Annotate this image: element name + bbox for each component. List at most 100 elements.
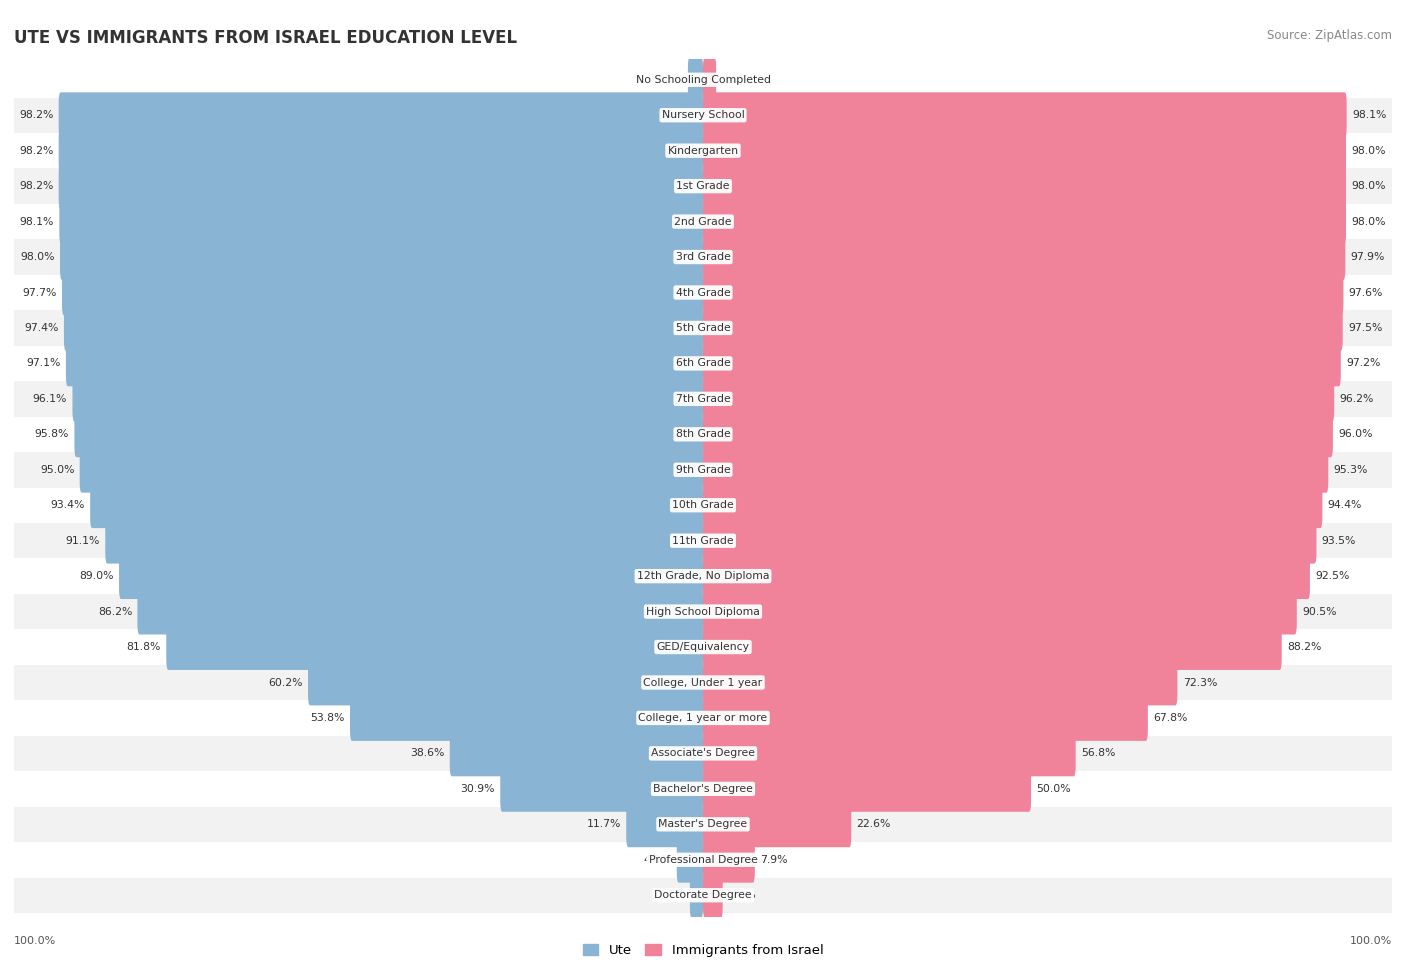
Text: 93.4%: 93.4% (51, 500, 84, 510)
Legend: Ute, Immigrants from Israel: Ute, Immigrants from Israel (582, 944, 824, 957)
Text: 11th Grade: 11th Grade (672, 535, 734, 546)
Text: 94.4%: 94.4% (1327, 500, 1362, 510)
Bar (14, 275, 1392, 310)
Text: Doctorate Degree: Doctorate Degree (654, 890, 752, 900)
Text: 98.0%: 98.0% (20, 253, 55, 262)
Text: 98.2%: 98.2% (20, 145, 53, 156)
Text: 9th Grade: 9th Grade (676, 465, 730, 475)
Text: 6th Grade: 6th Grade (676, 359, 730, 369)
Text: 4.0%: 4.0% (644, 855, 672, 865)
FancyBboxPatch shape (60, 234, 703, 280)
FancyBboxPatch shape (703, 411, 1333, 457)
FancyBboxPatch shape (626, 801, 703, 847)
Text: 10th Grade: 10th Grade (672, 500, 734, 510)
FancyBboxPatch shape (690, 873, 703, 918)
Bar (14, 62, 1392, 98)
FancyBboxPatch shape (350, 695, 703, 741)
FancyBboxPatch shape (59, 128, 703, 174)
Text: 98.1%: 98.1% (20, 216, 53, 226)
Bar (14, 523, 1392, 559)
Bar (14, 488, 1392, 523)
Text: 95.8%: 95.8% (35, 429, 69, 440)
Text: 97.9%: 97.9% (1351, 253, 1385, 262)
Text: 3rd Grade: 3rd Grade (675, 253, 731, 262)
Bar (14, 700, 1392, 736)
Text: 12th Grade, No Diploma: 12th Grade, No Diploma (637, 571, 769, 581)
FancyBboxPatch shape (703, 730, 1076, 776)
Text: 97.7%: 97.7% (22, 288, 56, 297)
Text: 98.2%: 98.2% (20, 181, 53, 191)
FancyBboxPatch shape (703, 376, 1334, 422)
Text: 97.1%: 97.1% (27, 359, 60, 369)
Text: 81.8%: 81.8% (127, 643, 162, 652)
Text: 2.0%: 2.0% (721, 75, 749, 85)
FancyBboxPatch shape (703, 766, 1031, 812)
Text: 97.5%: 97.5% (1348, 323, 1382, 332)
Text: 1st Grade: 1st Grade (676, 181, 730, 191)
FancyBboxPatch shape (688, 57, 703, 102)
Text: 91.1%: 91.1% (66, 535, 100, 546)
Text: No Schooling Completed: No Schooling Completed (636, 75, 770, 85)
Text: 4th Grade: 4th Grade (676, 288, 730, 297)
Text: 30.9%: 30.9% (461, 784, 495, 794)
Text: 97.6%: 97.6% (1348, 288, 1384, 297)
FancyBboxPatch shape (59, 163, 703, 209)
FancyBboxPatch shape (105, 518, 703, 564)
Bar (14, 594, 1392, 629)
Bar (14, 559, 1392, 594)
Text: 53.8%: 53.8% (311, 713, 344, 722)
Text: 2.3%: 2.3% (655, 75, 683, 85)
Text: 95.0%: 95.0% (39, 465, 75, 475)
Text: 96.2%: 96.2% (1340, 394, 1374, 404)
Text: College, 1 year or more: College, 1 year or more (638, 713, 768, 722)
FancyBboxPatch shape (703, 483, 1323, 528)
Bar (14, 239, 1392, 275)
Text: 95.3%: 95.3% (1333, 465, 1368, 475)
FancyBboxPatch shape (703, 624, 1282, 670)
Text: 7th Grade: 7th Grade (676, 394, 730, 404)
Text: 100.0%: 100.0% (1350, 936, 1392, 946)
Text: 60.2%: 60.2% (269, 678, 302, 687)
Text: 96.0%: 96.0% (1339, 429, 1372, 440)
FancyBboxPatch shape (703, 199, 1346, 245)
Bar (14, 878, 1392, 913)
Text: High School Diploma: High School Diploma (647, 606, 759, 616)
FancyBboxPatch shape (703, 660, 1177, 705)
FancyBboxPatch shape (703, 305, 1343, 351)
Text: Associate's Degree: Associate's Degree (651, 749, 755, 759)
FancyBboxPatch shape (703, 340, 1341, 386)
Text: 93.5%: 93.5% (1322, 535, 1357, 546)
FancyBboxPatch shape (62, 270, 703, 315)
Text: Bachelor's Degree: Bachelor's Degree (652, 784, 754, 794)
Bar (14, 736, 1392, 771)
Bar (14, 133, 1392, 169)
FancyBboxPatch shape (138, 589, 703, 635)
FancyBboxPatch shape (703, 695, 1147, 741)
Text: 86.2%: 86.2% (98, 606, 132, 616)
Text: Nursery School: Nursery School (662, 110, 744, 120)
Text: 100.0%: 100.0% (14, 936, 56, 946)
FancyBboxPatch shape (73, 376, 703, 422)
Text: 98.2%: 98.2% (20, 110, 53, 120)
Text: 98.0%: 98.0% (1351, 145, 1386, 156)
Text: Kindergarten: Kindergarten (668, 145, 738, 156)
FancyBboxPatch shape (703, 518, 1316, 564)
FancyBboxPatch shape (703, 553, 1310, 599)
Text: UTE VS IMMIGRANTS FROM ISRAEL EDUCATION LEVEL: UTE VS IMMIGRANTS FROM ISRAEL EDUCATION … (14, 29, 517, 47)
Text: 96.1%: 96.1% (32, 394, 67, 404)
Text: 72.3%: 72.3% (1182, 678, 1218, 687)
Text: 98.0%: 98.0% (1351, 181, 1386, 191)
Text: 97.2%: 97.2% (1346, 359, 1381, 369)
FancyBboxPatch shape (703, 447, 1329, 492)
FancyBboxPatch shape (703, 589, 1296, 635)
Bar (14, 416, 1392, 452)
Bar (14, 771, 1392, 806)
FancyBboxPatch shape (703, 128, 1346, 174)
Bar (14, 629, 1392, 665)
Bar (14, 665, 1392, 700)
Text: 56.8%: 56.8% (1081, 749, 1115, 759)
Text: 50.0%: 50.0% (1036, 784, 1071, 794)
Text: GED/Equivalency: GED/Equivalency (657, 643, 749, 652)
Bar (14, 452, 1392, 488)
Text: 89.0%: 89.0% (79, 571, 114, 581)
